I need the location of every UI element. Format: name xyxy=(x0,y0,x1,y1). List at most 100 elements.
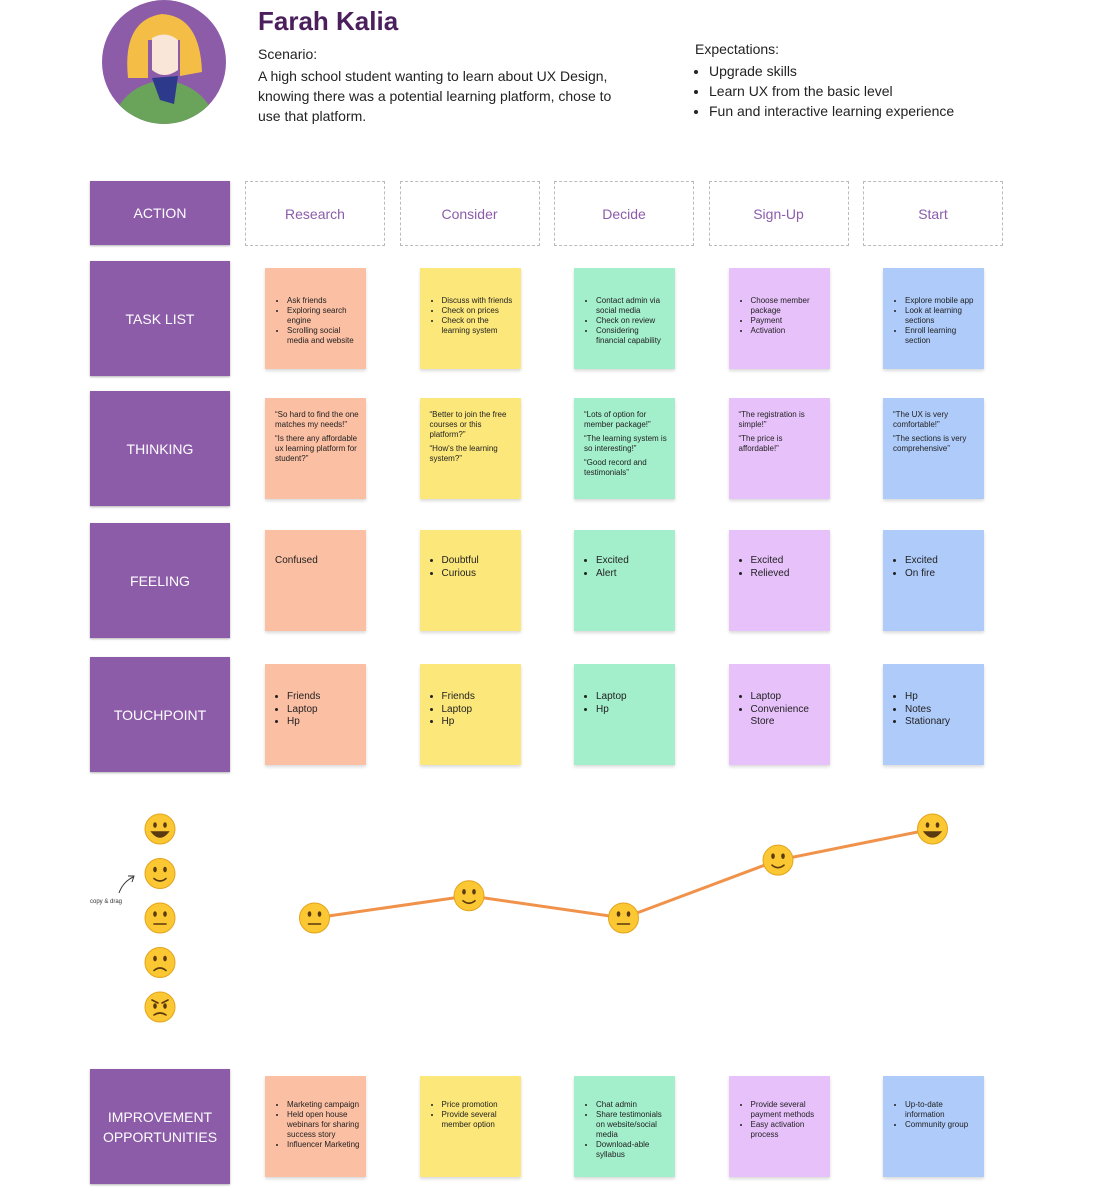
sticky-note: Confused xyxy=(265,530,366,631)
hint: copy & drag xyxy=(90,899,122,905)
mouth xyxy=(462,899,476,905)
note-item: “The UX is very comfortable!” xyxy=(893,410,949,429)
sticky-note: LaptopConvenience Store xyxy=(728,664,830,765)
row-label: IMPROVEMENT OPPORTUNITIES xyxy=(90,1069,230,1184)
eye xyxy=(462,888,466,895)
note-item: Payment xyxy=(751,316,824,326)
mouth xyxy=(922,831,943,838)
emotion-point xyxy=(299,902,330,934)
sticky-note: “Better to join the free courses or this… xyxy=(419,398,521,499)
note-list: Contact admin via social mediaCheck on r… xyxy=(584,296,669,346)
emotion-point xyxy=(608,902,639,934)
stage-header: Consider xyxy=(399,181,540,246)
stage-header: Sign-Up xyxy=(708,181,849,246)
row-label: TASK LIST xyxy=(90,261,230,376)
sticky-note: DoubtfulCurious xyxy=(419,530,521,631)
note-list: FriendsLaptopHp xyxy=(275,691,360,729)
eye xyxy=(616,911,621,917)
row-label: ACTION xyxy=(90,181,230,245)
note-item: Friends xyxy=(287,691,360,704)
note-item: Stationary xyxy=(905,716,978,729)
mouth xyxy=(153,967,167,972)
sticky-note: ExcitedOn fire xyxy=(883,530,984,631)
eye xyxy=(935,822,940,828)
sticky-note: Chat adminShare testimonials on website/… xyxy=(574,1076,675,1177)
note-list: Explore mobile appLook at learning secti… xyxy=(893,296,978,346)
note-item: Hp xyxy=(287,716,360,729)
note-list: Provide several payment methodsEasy acti… xyxy=(739,1100,824,1140)
emotion-point xyxy=(453,880,485,912)
note-item: Hp xyxy=(905,691,978,704)
sticky-note: Choose member packagePaymentActivation xyxy=(728,268,830,369)
note-list: Discuss with friendsCheck on pricesCheck… xyxy=(430,296,515,336)
eye xyxy=(153,1003,157,1009)
note-list: Choose member packagePaymentActivation xyxy=(739,296,824,336)
face xyxy=(299,902,330,934)
sticky-note: Ask friendsExploring search engineScroll… xyxy=(265,268,366,369)
note-list: LaptopConvenience Store xyxy=(739,691,824,729)
emotion-point xyxy=(762,844,794,876)
note-item: Easy activation process xyxy=(751,1120,824,1140)
note-item: Price promotion xyxy=(442,1100,515,1110)
face xyxy=(144,813,176,845)
note-list: Marketing campaignHeld open house webina… xyxy=(275,1100,360,1150)
sticky-note: Price promotionProvide several member op… xyxy=(419,1076,521,1177)
note-list: Price promotionProvide several member op… xyxy=(430,1100,515,1130)
persona-name: Farah Kalia xyxy=(258,6,399,36)
note-item: Exploring search engine xyxy=(287,306,360,326)
mouth xyxy=(151,999,169,1016)
legend-face xyxy=(144,947,176,978)
note-list: DoubtfulCurious xyxy=(430,555,515,580)
mouth xyxy=(150,831,170,838)
note-item: Community group xyxy=(905,1120,978,1130)
note-item: “The price is affordable!” xyxy=(738,434,783,453)
note-item: “Lots of option for member package!” xyxy=(584,410,651,429)
note-list: ExcitedOn fire xyxy=(893,555,978,580)
hint-arrow xyxy=(118,875,135,894)
expectation: Upgrade skills xyxy=(709,61,954,81)
note-item: Considering financial capability xyxy=(596,326,669,346)
face xyxy=(453,880,485,912)
sticky-note: “Lots of option for member package!” “The… xyxy=(574,398,675,499)
note-item: Enroll learning section xyxy=(905,326,978,346)
scenario: A high school student wanting to learn a… xyxy=(258,68,612,124)
note-item: Scrolling social media and website xyxy=(287,326,360,346)
sticky-note: “The UX is very comfortable!” “The sectio… xyxy=(883,398,984,499)
stage-header: Decide xyxy=(554,181,694,246)
mouth xyxy=(153,877,167,882)
eye xyxy=(925,822,930,828)
legend-face xyxy=(144,902,176,934)
legend-face xyxy=(144,858,176,889)
avatar xyxy=(102,0,226,124)
note-item: “So hard to find the one matches my need… xyxy=(275,410,359,429)
note-item: Check on prices xyxy=(442,306,515,316)
sticky-note: Provide several payment methodsEasy acti… xyxy=(728,1076,830,1177)
eye xyxy=(317,911,322,917)
face xyxy=(144,858,176,889)
note-item: “The registration is simple!” xyxy=(738,410,805,429)
note-item: “The sections is very comprehensive” xyxy=(893,434,967,453)
sticky-note: Discuss with friendsCheck on pricesCheck… xyxy=(419,268,521,369)
row-label: TOUCHPOINT xyxy=(90,657,230,772)
mouth xyxy=(771,864,785,869)
sticky-note: HpNotesStationary xyxy=(883,664,984,765)
note-item: Confused xyxy=(275,555,318,566)
eye xyxy=(163,822,167,828)
face xyxy=(144,991,176,1023)
eye xyxy=(153,866,157,873)
sticky-note: FriendsLaptopHp xyxy=(419,664,521,765)
note-list: Chat adminShare testimonials on website/… xyxy=(584,1100,669,1160)
note-item: “How's the learning system?” xyxy=(429,444,498,463)
stage-header: Research xyxy=(245,181,385,246)
note-item: Share testimonials on website/social med… xyxy=(596,1110,669,1140)
stage-header: Start xyxy=(863,181,1003,246)
note-item: Laptop xyxy=(596,691,669,704)
sticky-note: Marketing campaignHeld open house webina… xyxy=(265,1076,366,1177)
note-list: Up-to-date informationCommunity group xyxy=(893,1100,978,1130)
sticky-note: Explore mobile appLook at learning secti… xyxy=(883,268,984,369)
expectation: Fun and interactive learning experience xyxy=(709,101,954,121)
note-item: Friends xyxy=(442,691,515,704)
sticky-note: ExcitedAlert xyxy=(574,530,675,631)
note-item: Chat admin xyxy=(596,1100,669,1110)
eye xyxy=(153,911,157,917)
